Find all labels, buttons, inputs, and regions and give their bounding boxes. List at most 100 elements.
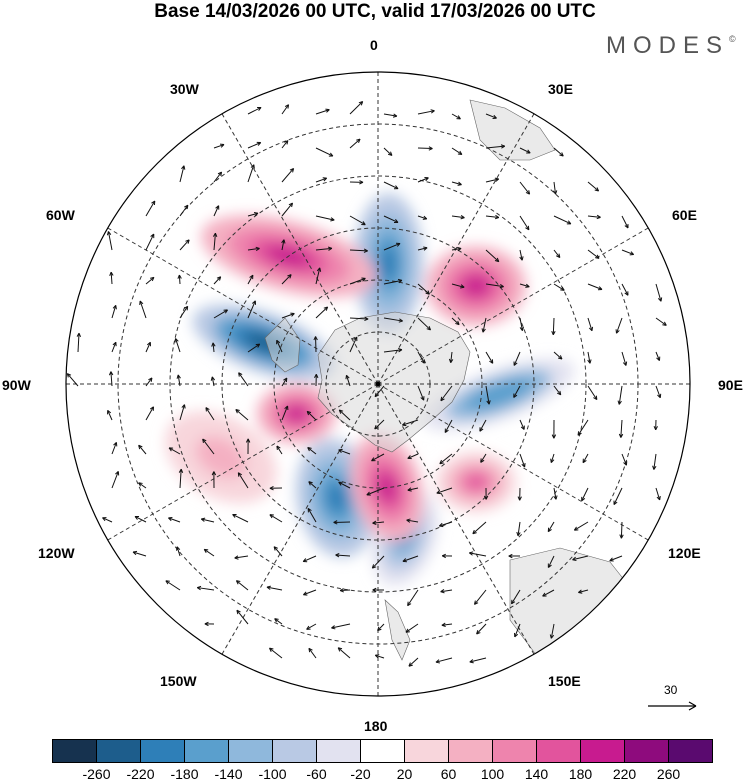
wind-vector: [619, 521, 624, 539]
wind-vector: [542, 589, 555, 597]
colorbar-swatch-2: [140, 740, 184, 762]
wind-vector: [238, 372, 249, 387]
colorbar-tick-label: -140: [214, 766, 243, 782]
wind-vector: [448, 351, 454, 363]
meridian-120: [377, 383, 649, 541]
wind-vector: [552, 181, 558, 195]
wind-vector: [517, 487, 522, 501]
graticule: [66, 72, 690, 696]
lon-label-150e: 150E: [548, 673, 581, 689]
wind-vector: [106, 231, 113, 251]
wind-vector: [485, 214, 500, 220]
wind-vector: [212, 232, 218, 251]
wind-vector: [76, 332, 82, 353]
wind-vector: [451, 113, 461, 120]
wind-vector: [145, 200, 156, 217]
wind-vector: [407, 453, 419, 460]
wind-vector: [553, 487, 558, 500]
wind-vector: [302, 555, 317, 563]
wind-vector: [315, 177, 328, 183]
wind-vector: [435, 657, 453, 664]
wind-vector: [621, 351, 628, 366]
colorbar-swatch-7: [360, 740, 404, 762]
map-title: Base 14/03/2026 00 UTC, valid 17/03/2026…: [154, 1, 596, 22]
colorbar-swatch-9: [448, 740, 492, 762]
wind-vector: [573, 521, 589, 531]
colorbar-swatch-12: [580, 740, 624, 762]
wind-vector: [485, 144, 506, 149]
wind-vector: [655, 487, 661, 501]
wind-vector: [582, 453, 589, 464]
wind-vector: [349, 248, 368, 253]
wind-vector: [587, 351, 592, 364]
wind-vector: [383, 242, 401, 251]
wind-vector: [621, 453, 628, 466]
wind-vector: [519, 215, 530, 231]
wind-vector: [417, 109, 435, 115]
colorbar-swatch-3: [184, 740, 228, 762]
wind-vector: [179, 239, 190, 251]
wind-vector: [273, 546, 283, 557]
wind-vector: [383, 278, 403, 285]
anomaly-high-45e-level-3: [463, 275, 489, 296]
wind-vector: [338, 448, 351, 455]
wind-vector: [549, 623, 555, 639]
wind-vector: [339, 588, 351, 593]
wind-vector: [202, 438, 215, 455]
wind-vector: [232, 513, 249, 523]
meridian-150: [377, 383, 535, 655]
wind-vector: [349, 138, 361, 149]
wind-vector: [451, 283, 465, 289]
wind-vector: [247, 343, 261, 353]
wind-vector: [417, 215, 428, 220]
wind-vector: [441, 553, 453, 559]
wind-vector: [111, 304, 117, 319]
brand-mark: ©: [729, 34, 736, 44]
wind-vector: [451, 215, 465, 220]
wind-vector: [139, 300, 147, 319]
colorbar-swatch-11: [536, 740, 580, 762]
wind-vector: [306, 410, 317, 421]
wind-vector: [109, 271, 114, 285]
colorbar-tick-label: 60: [440, 766, 457, 782]
wind-vector: [168, 516, 181, 523]
colorbar-tick-label: -260: [82, 766, 111, 782]
wind-vector: [315, 215, 335, 222]
wind-vector: [451, 181, 462, 186]
wind-vector: [578, 589, 589, 594]
lon-label-180: 180: [364, 718, 388, 734]
wind-vector: [485, 385, 491, 405]
wind-vector: [196, 585, 215, 591]
latitude-circle-30s: [169, 175, 587, 593]
wind-vector: [247, 274, 254, 285]
wind-vector: [383, 347, 403, 353]
wind-vector: [307, 507, 317, 523]
wind-vector: [655, 351, 661, 361]
wind-vector: [480, 453, 487, 463]
anomaly-low-0-level-3: [379, 245, 398, 281]
anomaly-high-120e-level-3: [466, 474, 487, 490]
wind-vector: [417, 385, 425, 401]
wind-vector: [438, 521, 453, 528]
colorbar-ticks: -260 -220 -180 -140 -100 -60 -20 20 60 100 140 180 2…: [0, 766, 750, 783]
wind-vector: [245, 438, 251, 455]
wind-vector: [402, 419, 419, 427]
wind-vector: [366, 487, 385, 496]
wind-vector: [417, 246, 428, 251]
wind-vector: [374, 654, 385, 659]
wind-vector: [315, 108, 330, 115]
wind-vector: [145, 377, 153, 387]
wind-vector: [572, 555, 589, 562]
wind-vector: [417, 351, 425, 364]
colorbar-tick-label: -220: [126, 766, 155, 782]
wind-vector: [108, 371, 114, 387]
brand-name: MODES: [606, 32, 730, 59]
reference-vector-arrow: [648, 701, 697, 711]
wind-vector: [519, 453, 526, 468]
wind-vector: [653, 419, 658, 431]
wind-vector: [551, 419, 557, 439]
colorbar: [52, 739, 713, 763]
wind-vector: [247, 106, 262, 115]
lon-label-150w: 150W: [160, 673, 197, 689]
wind-vector: [333, 520, 351, 525]
